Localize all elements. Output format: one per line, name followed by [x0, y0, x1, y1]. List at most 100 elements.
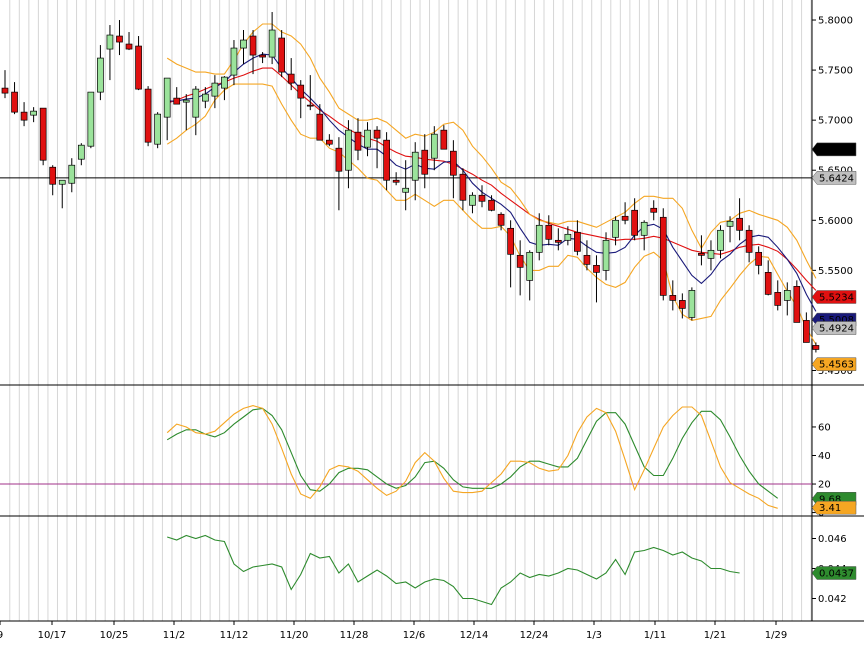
candle	[182, 94, 190, 131]
candle	[383, 132, 390, 191]
candle-body	[268, 29, 276, 58]
candle	[554, 228, 562, 251]
tag-label: 5.5234	[819, 292, 854, 303]
candle	[764, 260, 772, 296]
candle-body	[545, 224, 553, 240]
tag-shape	[811, 290, 857, 304]
candle-body	[593, 264, 600, 273]
stochastic-y-tick-label: 40	[818, 451, 831, 462]
candle-body	[430, 133, 438, 159]
candle	[507, 220, 514, 288]
candle-body	[583, 254, 591, 265]
vertical-gridlines	[9, 0, 812, 621]
candle	[726, 216, 734, 243]
candle	[125, 32, 133, 51]
candle	[297, 80, 305, 119]
candle	[688, 287, 696, 321]
candle	[430, 126, 438, 171]
candle	[488, 195, 495, 212]
candle	[30, 107, 37, 123]
stochastic-y-tick-label: 20	[818, 480, 831, 491]
candle	[39, 107, 47, 166]
candle	[526, 250, 534, 301]
x-tick-label: 1/29	[765, 630, 787, 641]
tag-label: 0.0437	[819, 569, 854, 580]
candle-body	[116, 35, 123, 43]
candle-body	[173, 97, 181, 105]
candle	[774, 280, 782, 311]
candle	[631, 198, 638, 241]
candle	[335, 137, 343, 211]
candle-body	[20, 111, 28, 121]
candle	[230, 40, 238, 86]
candle-body	[192, 88, 200, 118]
candle	[87, 91, 95, 149]
candle-body	[278, 37, 286, 73]
candle	[49, 165, 57, 196]
candle	[306, 75, 314, 111]
candle	[287, 58, 295, 91]
price-series-line	[167, 53, 817, 312]
stochastic-series-line	[166, 407, 779, 499]
stochastic-value-tag: 3.41	[811, 500, 857, 515]
price-y-tick-label: 5.8000	[818, 16, 853, 27]
candle-body	[144, 88, 152, 143]
tag-label: 5.6424	[819, 173, 854, 184]
tag-shape	[811, 357, 857, 371]
candle-body	[698, 252, 705, 256]
tag-label: 5.6708	[819, 145, 854, 156]
candle-body	[726, 220, 734, 227]
indicator-y-tick-label: 0.042	[818, 594, 847, 605]
candle	[736, 198, 743, 241]
candle	[201, 87, 209, 109]
candle-body	[287, 73, 295, 84]
candle	[135, 36, 142, 91]
candle-body	[1, 87, 9, 94]
candle-body	[803, 320, 810, 343]
candle-body	[306, 104, 314, 107]
candle-body	[316, 113, 324, 141]
candle	[392, 172, 400, 186]
candle	[211, 75, 219, 109]
candle-body	[574, 231, 581, 252]
candle	[97, 45, 104, 101]
indicator-y-tick-label: 0.046	[818, 534, 847, 545]
tag-label: 9.68	[819, 494, 841, 505]
candle	[278, 30, 286, 78]
price-y-tick-label: 5.4500	[818, 366, 853, 377]
candle-body	[154, 113, 161, 145]
candle	[812, 342, 820, 353]
x-tick-label: 11/20	[280, 630, 309, 641]
candle-body	[211, 82, 219, 97]
candle-body	[373, 129, 381, 139]
candle	[535, 213, 543, 261]
candle-body	[459, 173, 467, 201]
candle	[345, 120, 352, 189]
x-tick-label: 10/25	[100, 630, 129, 641]
candle-body	[631, 209, 638, 236]
candle-body	[497, 213, 505, 226]
candle	[450, 140, 457, 199]
candle-body	[364, 129, 371, 148]
candle-body	[736, 217, 743, 231]
price-y-tick-label: 5.7000	[818, 116, 853, 127]
candle	[612, 216, 619, 246]
candle	[564, 226, 572, 246]
x-tick-label: 9	[0, 630, 3, 641]
candle-body	[249, 35, 257, 56]
candle	[593, 255, 600, 303]
candle	[793, 280, 801, 323]
candle	[58, 179, 66, 209]
candle-body	[478, 194, 486, 202]
candle-body	[564, 233, 572, 241]
candle	[221, 76, 228, 101]
candle-body	[335, 147, 343, 172]
candle-body	[163, 77, 171, 118]
candle-body	[450, 150, 457, 176]
price-series-line	[167, 67, 817, 291]
candle	[249, 30, 257, 75]
candle	[268, 12, 276, 65]
candle-body	[49, 166, 57, 185]
candle	[650, 200, 658, 221]
candle	[745, 225, 753, 263]
